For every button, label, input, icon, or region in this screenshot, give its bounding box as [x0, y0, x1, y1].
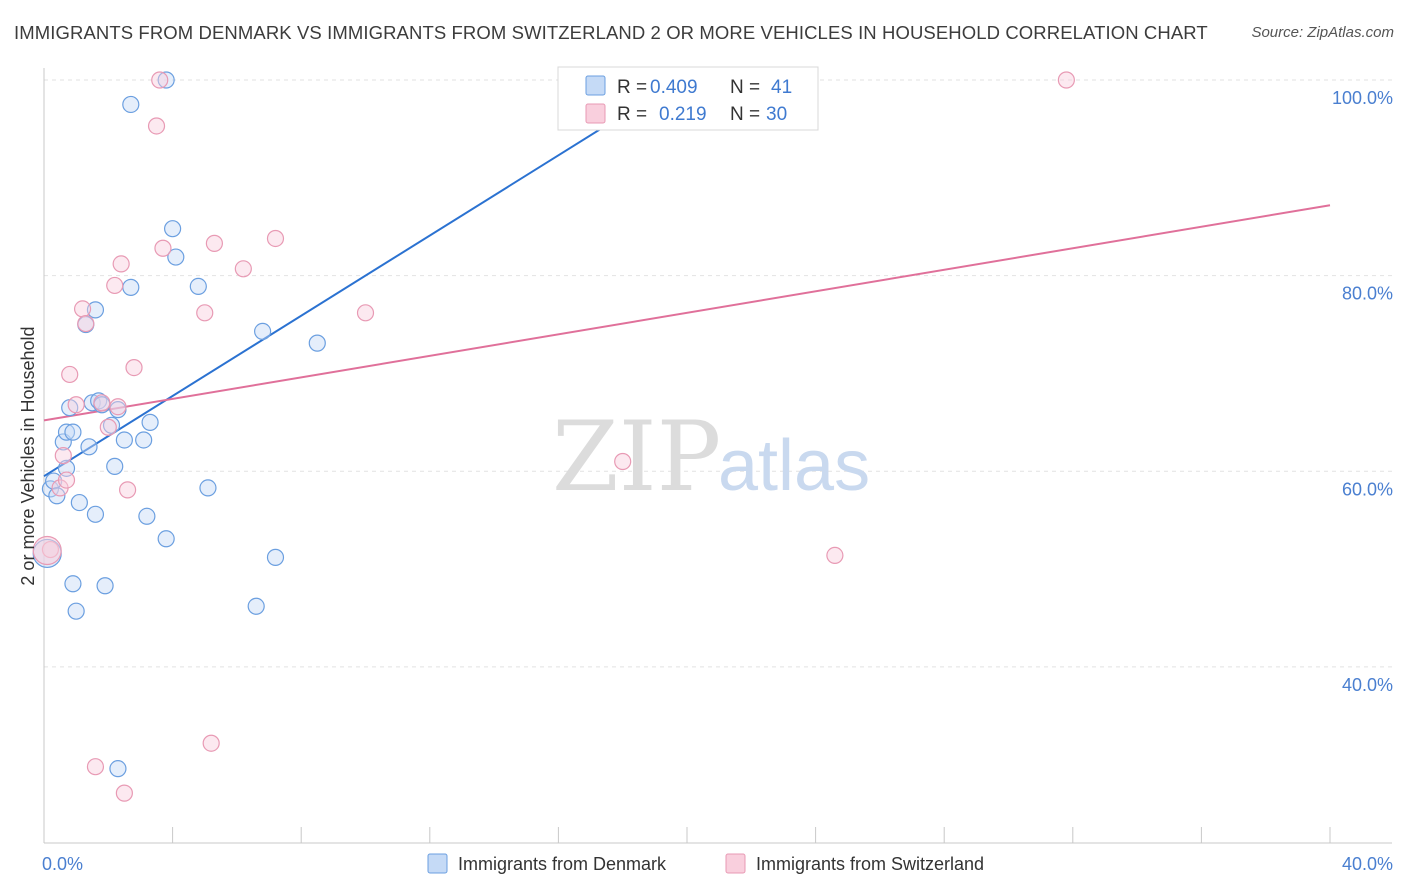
y-tick-label-1: 60.0% — [1342, 479, 1393, 499]
legend-r-label-denmark: R = — [617, 77, 647, 98]
x-tick-label-1: 40.0% — [1342, 854, 1393, 874]
point-denmark-15 — [86, 301, 105, 319]
point-denmark-1 — [45, 472, 63, 490]
series-legend-label-switzerland: Immigrants from Switzerland — [756, 854, 984, 874]
point-switzerland-9 — [93, 394, 111, 412]
legend-r-value-denmark: 0.409 — [650, 77, 698, 98]
point-switzerland-10 — [99, 418, 117, 436]
point-switzerland-24 — [266, 229, 285, 248]
y-axis-label: 2 or more Vehicles in Household — [18, 326, 38, 585]
point-denmark-23 — [122, 278, 140, 296]
point-denmark-6 — [64, 423, 82, 441]
point-switzerland-5 — [67, 396, 85, 414]
point-denmark-14 — [86, 505, 105, 523]
x-tick-label-0: 0.0% — [42, 854, 83, 874]
point-switzerland-21 — [202, 734, 220, 752]
source-label: Source: ZipAtlas.com — [1251, 24, 1394, 41]
point-denmark-28 — [157, 530, 175, 548]
point-denmark-10 — [70, 493, 88, 512]
point-denmark-26 — [138, 507, 156, 525]
legend-swatch-denmark — [585, 75, 606, 96]
point-switzerland-19 — [154, 239, 172, 257]
point-switzerland-22 — [205, 234, 223, 252]
watermark-atlas: atlas — [718, 426, 870, 506]
chart-title: IMMIGRANTS FROM DENMARK VS IMMIGRANTS FR… — [14, 22, 1208, 43]
legend-n-label-denmark: N = — [730, 77, 760, 98]
point-switzerland-26 — [614, 452, 632, 471]
point-switzerland-25 — [356, 304, 375, 322]
point-denmark-38 — [109, 760, 127, 778]
legend-n-label-switzerland: N = — [730, 104, 760, 125]
legend-n-value-switzerland: 30 — [766, 104, 787, 125]
point-denmark-33 — [199, 479, 217, 497]
point-switzerland-11 — [106, 276, 124, 295]
point-denmark-4 — [57, 423, 76, 441]
point-denmark-24 — [122, 95, 140, 114]
y-tick-label-0: 40.0% — [1342, 675, 1393, 695]
series-legend-swatch-switzerland — [725, 853, 746, 874]
point-switzerland-18 — [151, 71, 169, 89]
legend-r-label-switzerland: R = — [617, 104, 647, 125]
point-denmark-18 — [96, 577, 114, 595]
series-legend-label-denmark: Immigrants from Denmark — [458, 854, 667, 874]
point-switzerland-2 — [54, 447, 72, 465]
point-switzerland-7 — [77, 314, 95, 333]
trend-lines — [43, 74, 1331, 478]
point-switzerland-20 — [196, 304, 214, 322]
point-switzerland-23 — [234, 260, 252, 278]
point-denmark-9 — [67, 602, 85, 620]
point-denmark-20 — [106, 457, 124, 475]
legend-n-value-denmark: 41 — [771, 77, 792, 98]
point-denmark-22 — [115, 431, 133, 449]
point-switzerland-14 — [115, 784, 133, 802]
point-denmark-25 — [135, 431, 153, 449]
point-switzerland-8 — [86, 758, 105, 776]
series-legend-swatch-denmark — [427, 853, 448, 874]
point-switzerland-29 — [32, 535, 62, 566]
point-switzerland-12 — [109, 398, 127, 416]
point-switzerland-27 — [826, 546, 844, 565]
trend-line-switzerland — [43, 204, 1331, 422]
point-switzerland-13 — [112, 255, 130, 273]
point-denmark-12 — [80, 438, 98, 456]
watermark-zip: ZIP — [552, 401, 721, 513]
legend-r-value-switzerland: 0.219 — [659, 104, 707, 125]
point-denmark-7 — [57, 459, 76, 477]
point-switzerland-6 — [73, 300, 92, 318]
legend-swatch-switzerland — [585, 103, 606, 124]
gridlines — [44, 79, 1392, 668]
point-denmark-29 — [157, 71, 175, 89]
point-denmark-8 — [64, 575, 82, 593]
point-denmark-31 — [167, 248, 185, 266]
point-denmark-30 — [164, 220, 182, 238]
point-denmark-27 — [141, 413, 159, 431]
trend-line-denmark — [43, 74, 688, 478]
y-tick-label-3: 100.0% — [1332, 88, 1393, 108]
point-switzerland-3 — [57, 471, 76, 489]
point-denmark-37 — [308, 334, 326, 352]
point-denmark-36 — [266, 548, 285, 566]
point-switzerland-15 — [118, 481, 137, 499]
series-legend: Immigrants from Denmark Immigrants from … — [427, 853, 984, 874]
axes: 40.0% 60.0% 80.0% 100.0% 0.0% 40.0% — [42, 68, 1393, 874]
point-switzerland-4 — [61, 365, 79, 384]
y-tick-label-2: 80.0% — [1342, 284, 1393, 304]
point-denmark-32 — [189, 277, 207, 296]
point-switzerland-16 — [125, 358, 143, 377]
point-switzerland-28 — [1057, 71, 1075, 89]
stats-legend: R = 0.409 N = 41 R = 0.219 N = 30 — [557, 66, 819, 131]
point-denmark-35 — [254, 322, 272, 340]
watermark: ZIP atlas — [552, 401, 870, 513]
data-points — [32, 71, 1075, 802]
point-switzerland-17 — [147, 117, 166, 135]
point-denmark-34 — [247, 597, 265, 615]
